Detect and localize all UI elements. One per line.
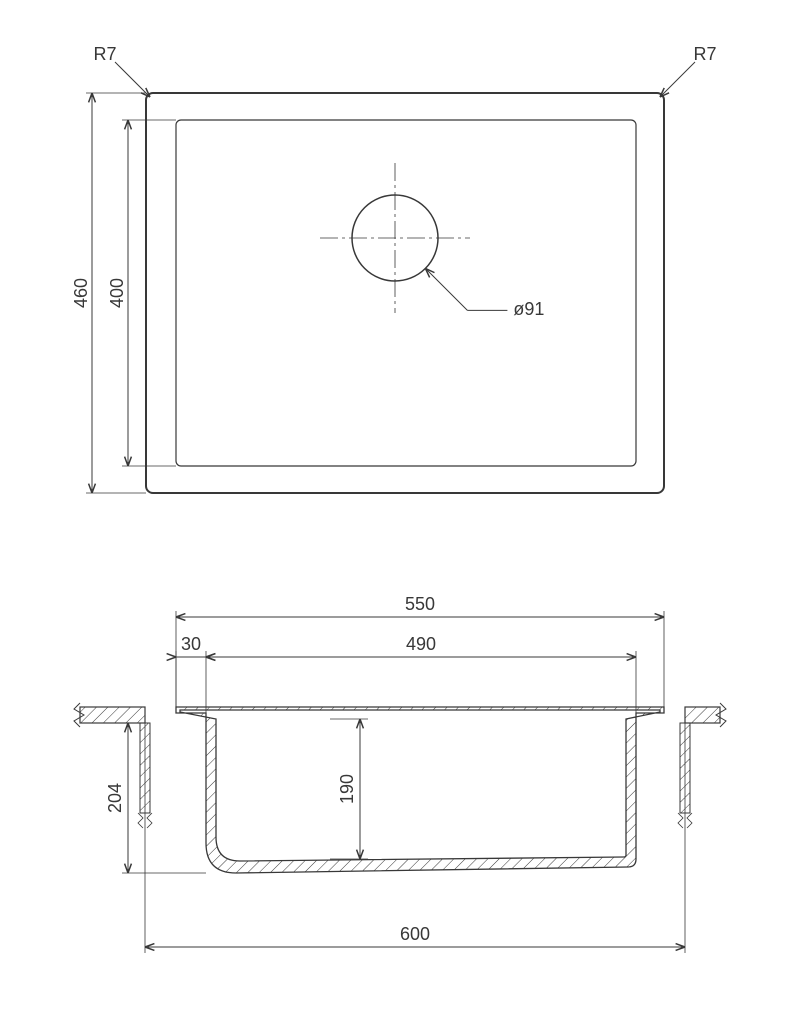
dim-490: 490 [406,634,436,654]
corner-radius-left: R7 [93,44,116,64]
corner-radius-right: R7 [693,44,716,64]
dim-30: 30 [181,634,201,654]
dim-600: 600 [400,924,430,944]
top-view-outer [146,93,664,493]
countertop [685,707,720,723]
dim-400: 400 [107,278,127,308]
sink-section [176,707,664,873]
dim-460: 460 [71,278,91,308]
countertop [80,707,145,723]
top-view-inner [176,120,636,466]
drain-diameter-label: ø91 [513,299,544,319]
dim-204: 204 [105,783,125,813]
dim-190: 190 [337,774,357,804]
dim-550: 550 [405,594,435,614]
